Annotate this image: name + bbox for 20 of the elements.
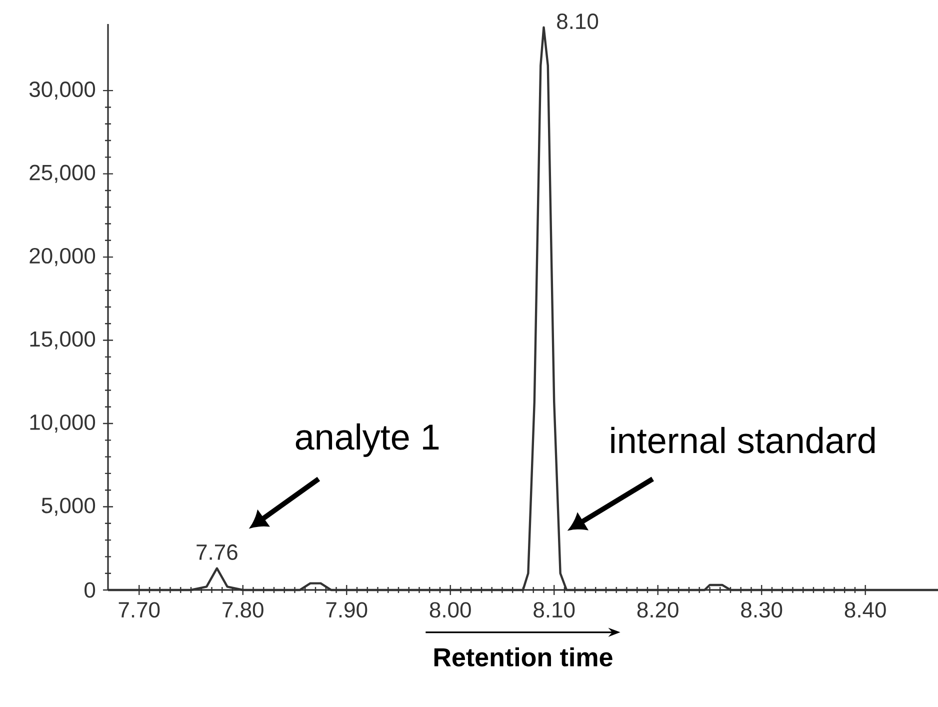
x-tick-label: 7.80 [222, 602, 264, 618]
x-tick-label: 8.00 [430, 602, 471, 618]
annotation: analyte 1 [296, 423, 439, 457]
annotation: 8.10 [557, 14, 598, 30]
x-tick-label: 7.70 [118, 602, 160, 618]
y-tick-label: 15,000 [30, 331, 96, 350]
x-tick-label: 8.20 [637, 602, 678, 618]
y-tick-label: 5,000 [42, 498, 96, 516]
y-tick-label: 30,000 [30, 82, 96, 100]
y-tick-label: 10,000 [30, 414, 96, 433]
x-tick-label: 8.10 [534, 602, 575, 618]
x-tick-label: 7.90 [326, 602, 368, 618]
annotation: internal standard [611, 426, 875, 454]
x-tick-label: 8.40 [844, 602, 886, 618]
annotation: 7.76 [196, 544, 238, 560]
x-tick-label: 8.30 [741, 602, 782, 618]
y-tick-label: 20,000 [30, 248, 96, 266]
y-tick-label: 25,000 [30, 164, 96, 183]
x-axis-title: Retention time [434, 647, 612, 666]
y-tick-label: 0 [84, 582, 96, 598]
